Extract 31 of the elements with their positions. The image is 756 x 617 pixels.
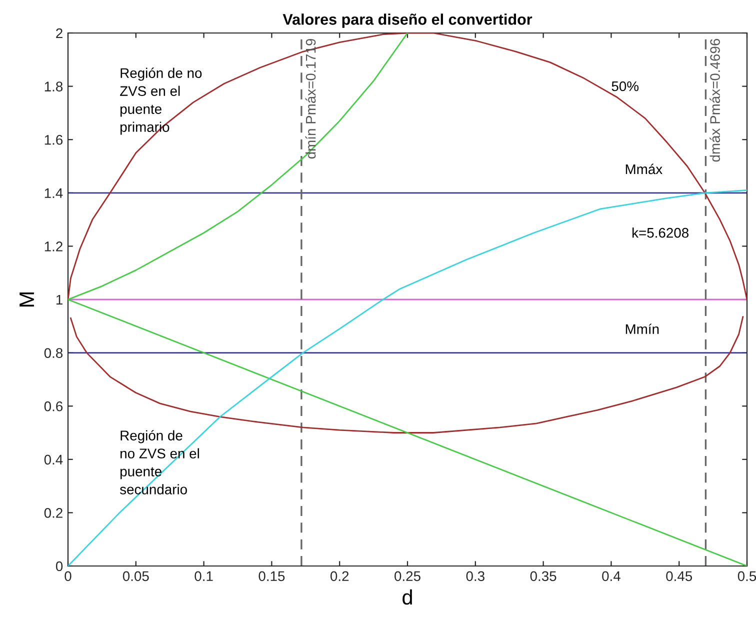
x-tick-label: 0.1 (194, 571, 213, 582)
x-tick-label: 0.35 (530, 571, 556, 582)
y-tick-label: 1.6 (44, 134, 63, 145)
x-tick-label: 0.15 (258, 571, 285, 582)
chart-title: Valores para diseño el convertidor (282, 14, 532, 28)
x-axis-title: d (402, 589, 412, 605)
y-tick-label: 0 (56, 561, 63, 572)
ref-line-label: dmáx Pmáx=0.4696 (710, 38, 720, 162)
y-tick-label: 0.2 (44, 508, 62, 518)
ref-line-label: Mmáx (626, 164, 662, 174)
y-tick-label: 0.8 (44, 348, 63, 358)
x-tick-label: 0.25 (394, 571, 420, 582)
y-tick-label: 1.8 (44, 82, 63, 92)
x-tick-label: 0.3 (466, 571, 484, 582)
ref-line-label: dmín Pmáx=0.1719 (305, 38, 316, 159)
x-tick-label: 0.5 (738, 571, 756, 582)
y-tick-label: 2 (56, 28, 62, 38)
y-tick-label: 0.4 (44, 454, 63, 465)
x-tick-label: 0.45 (666, 571, 692, 582)
x-tick-label: 0.05 (122, 571, 149, 582)
annotation: k=5.6208 (632, 228, 688, 238)
y-axis-title: M (20, 292, 34, 306)
x-tick-label: 0 (64, 571, 72, 582)
x-tick-label: 0.2 (330, 571, 349, 582)
x-tick-label: 0.4 (602, 571, 620, 582)
y-tick-label: 1.4 (44, 188, 63, 198)
annotation: 50% (612, 81, 639, 92)
ref-line-label: Mmín (626, 324, 659, 334)
y-tick-label: 1.2 (44, 242, 62, 252)
y-tick-label: 1 (56, 294, 62, 305)
y-tick-label: 0.6 (44, 401, 63, 412)
